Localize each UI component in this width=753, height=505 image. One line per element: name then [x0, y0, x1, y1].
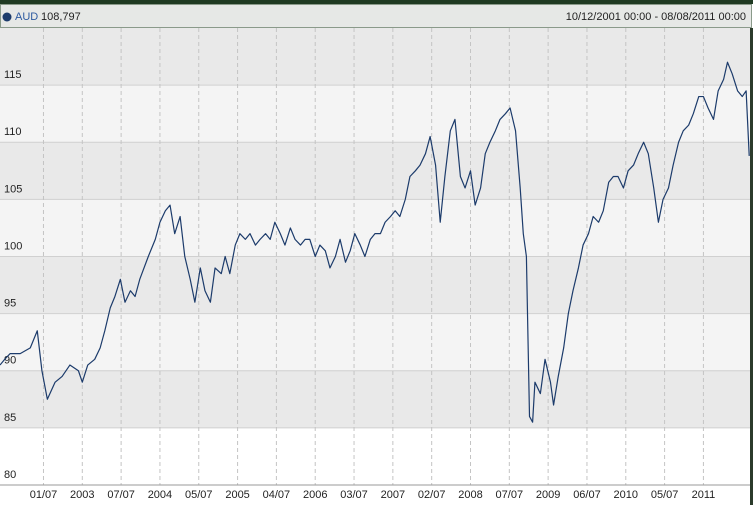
x-tick-label: 05/07 [651, 489, 679, 501]
x-tick-label: 2006 [303, 489, 327, 501]
last-value: 108,797 [41, 11, 81, 23]
y-tick-label: 95 [4, 298, 16, 310]
plot-area: 80 85 90 95 100 105 110 115 01/07 2003 07/07 2004 05… [0, 28, 750, 501]
y-tick-label: 105 [4, 183, 22, 195]
y-tick-label: 90 [4, 355, 16, 367]
series-dot [2, 12, 12, 22]
x-tick-label: 2011 [692, 489, 716, 501]
header-bar [0, 4, 752, 28]
x-tick-label: 02/07 [418, 489, 446, 501]
top-border [0, 0, 753, 4]
date-range: 10/12/2001 00:00 - 08/08/2011 00:00 [566, 11, 746, 23]
x-tick-label: 2003 [70, 489, 94, 501]
x-tick-label: 2008 [458, 489, 482, 501]
x-tick-label: 03/07 [340, 489, 368, 501]
y-tick-label: 110 [4, 126, 22, 138]
y-tick-label: 115 [4, 69, 22, 81]
x-tick-label: 2009 [536, 489, 560, 501]
y-tick-label: 80 [4, 469, 16, 481]
series-line [0, 61, 750, 423]
y-tick-label: 100 [4, 240, 22, 252]
x-tick-label: 01/07 [30, 489, 58, 501]
band [0, 313, 750, 371]
x-tick-label: 2005 [225, 489, 249, 501]
band [0, 199, 750, 257]
x-tick-label: 04/07 [263, 489, 291, 501]
x-tick-label: 07/07 [107, 489, 135, 501]
x-tick-label: 2004 [148, 489, 172, 501]
x-tick-label: 2010 [614, 489, 638, 501]
right-border [750, 28, 753, 505]
band [0, 142, 750, 200]
x-tick-label: 06/07 [573, 489, 601, 501]
x-tick-label: 05/07 [185, 489, 213, 501]
band [0, 256, 750, 314]
band [0, 427, 750, 485]
series-name: AUD [15, 11, 38, 23]
band [0, 85, 750, 143]
x-tick-label: 2007 [381, 489, 405, 501]
y-tick-label: 85 [4, 412, 16, 424]
band [0, 28, 750, 86]
band [0, 370, 750, 428]
x-tick-label: 07/07 [496, 489, 524, 501]
